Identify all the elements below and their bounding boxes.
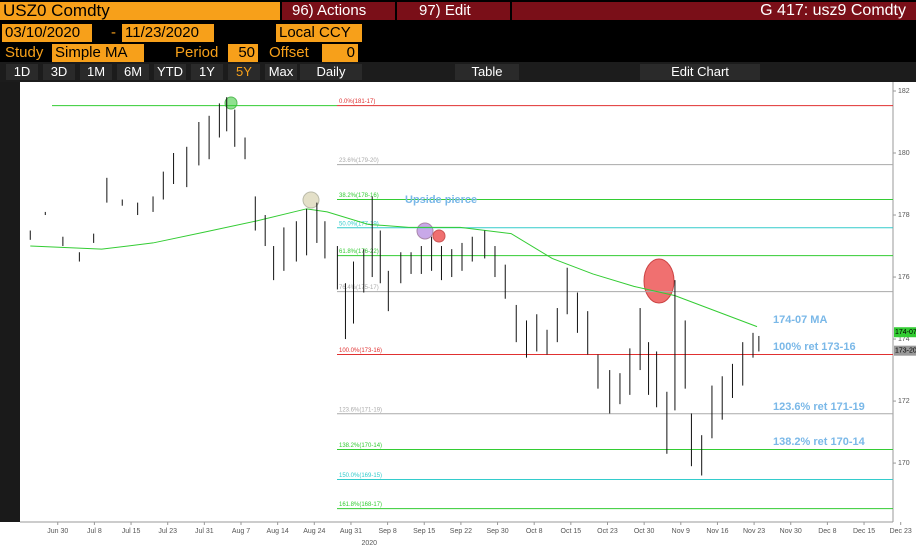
level-label: 161.8%(168-17) [339,502,382,508]
annotation: 100% ret 173-16 [773,341,856,353]
level-label: 23.6%(179-20) [339,158,379,164]
x-tick-label: Sep 30 [486,528,508,535]
price-label: 174-07 [895,329,916,336]
y-tick-label: 174 [898,336,910,343]
x-tick-label: Jun 30 [47,528,68,535]
x-axis-label: 2020 [361,540,377,547]
level-label: 100.0%(173-16) [339,348,382,354]
x-tick-label: Oct 15 [561,528,582,535]
marker [416,222,434,240]
y-tick-label: 176 [898,274,910,281]
y-tick-label: 178 [898,212,910,219]
x-tick-label: Aug 7 [232,528,250,535]
chart-bg [0,82,916,550]
currency[interactable]: Local CCY [276,24,362,42]
level-label: 50.0%(177-19) [339,221,379,227]
y-tick-label: 180 [898,150,910,157]
y-tick-label: 182 [898,88,910,95]
range-button[interactable]: Max [265,64,297,80]
level-label: 76.4%(175-17) [339,285,379,291]
x-tick-label: Sep 22 [450,528,472,535]
annotation: 174-07 MA [773,314,827,326]
offset-label: Offset [269,44,309,61]
x-tick-label: Jul 23 [158,528,177,535]
chart: 170 172 174 176 178 180 182 Jun 30 Jul 8 Jul 15 Ju… [0,82,916,550]
range-button[interactable]: 6M [117,64,149,80]
x-tick-label: Dec 15 [853,528,875,535]
annotation: Upside pierce [405,194,477,206]
range-button[interactable]: 3D [43,64,75,80]
x-tick-label: Dec 23 [890,528,912,535]
level-label: 0.0%(181-17) [339,99,375,105]
start-date[interactable]: 03/10/2020 [2,24,92,42]
marker [302,191,320,209]
date-dash: - [111,24,116,41]
range-button[interactable]: YTD [154,64,186,80]
side-toolbar [0,82,20,522]
moving-average [30,208,758,328]
x-tick-label: Jul 8 [87,528,102,535]
x-tick-label: Dec 8 [818,528,836,535]
actions-menu[interactable]: 96) Actions [282,2,395,20]
period[interactable]: 50 [228,44,258,62]
range-button[interactable]: 1D [6,64,38,80]
security[interactable]: USZ0 Comdty [0,2,280,20]
range-button[interactable]: 5Y [228,64,260,80]
table-button[interactable]: Table [455,64,519,80]
x-tick-label: Aug 31 [340,528,362,535]
x-tick-label: Oct 8 [526,528,543,535]
page-title: G 417: usz9 Comdty [512,2,916,20]
end-date[interactable]: 11/23/2020 [122,24,214,42]
study[interactable]: Simple MA [52,44,144,62]
x-tick-label: Nov 9 [672,528,690,535]
x-tick-label: Jul 31 [195,528,214,535]
x-tick-label: Oct 23 [597,528,618,535]
range-button[interactable]: 1Y [191,64,223,80]
annotation: 123.6% ret 171-19 [773,401,865,413]
y-tick-label: 170 [898,460,910,467]
y-tick-label: 172 [898,398,910,405]
x-tick-label: Nov 16 [706,528,728,535]
annotation: 138.2% ret 170-14 [773,436,866,448]
level-label: 123.6%(171-19) [339,407,382,413]
edit-chart-button[interactable]: Edit Chart [640,64,760,80]
x-tick-label: Aug 24 [303,528,325,535]
marker [643,258,675,304]
frequency[interactable]: Daily [300,64,362,80]
study-label: Study [5,44,44,61]
level-label: 150.0%(169-15) [339,473,382,479]
price-label-box [894,327,916,338]
x-tick-label: Nov 30 [780,528,802,535]
edit-menu[interactable]: 97) Edit [397,2,510,20]
period-label: Period [175,44,219,61]
offset[interactable]: 0 [322,44,358,62]
level-label: 138.2%(170-14) [339,443,382,449]
x-tick-label: Oct 30 [634,528,655,535]
range-button[interactable]: 1M [80,64,112,80]
x-tick-label: Aug 14 [267,528,289,535]
x-tick-label: Jul 15 [122,528,141,535]
level-label: 61.8%(176-22) [339,249,379,255]
marker [432,229,446,243]
price-label: 173-20 [895,348,916,355]
x-tick-label: Sep 8 [378,528,396,535]
level-label: 38.2%(178-16) [339,193,379,199]
x-tick-label: Nov 23 [743,528,765,535]
price-label-box [894,345,916,356]
x-tick-label: Sep 15 [413,528,435,535]
